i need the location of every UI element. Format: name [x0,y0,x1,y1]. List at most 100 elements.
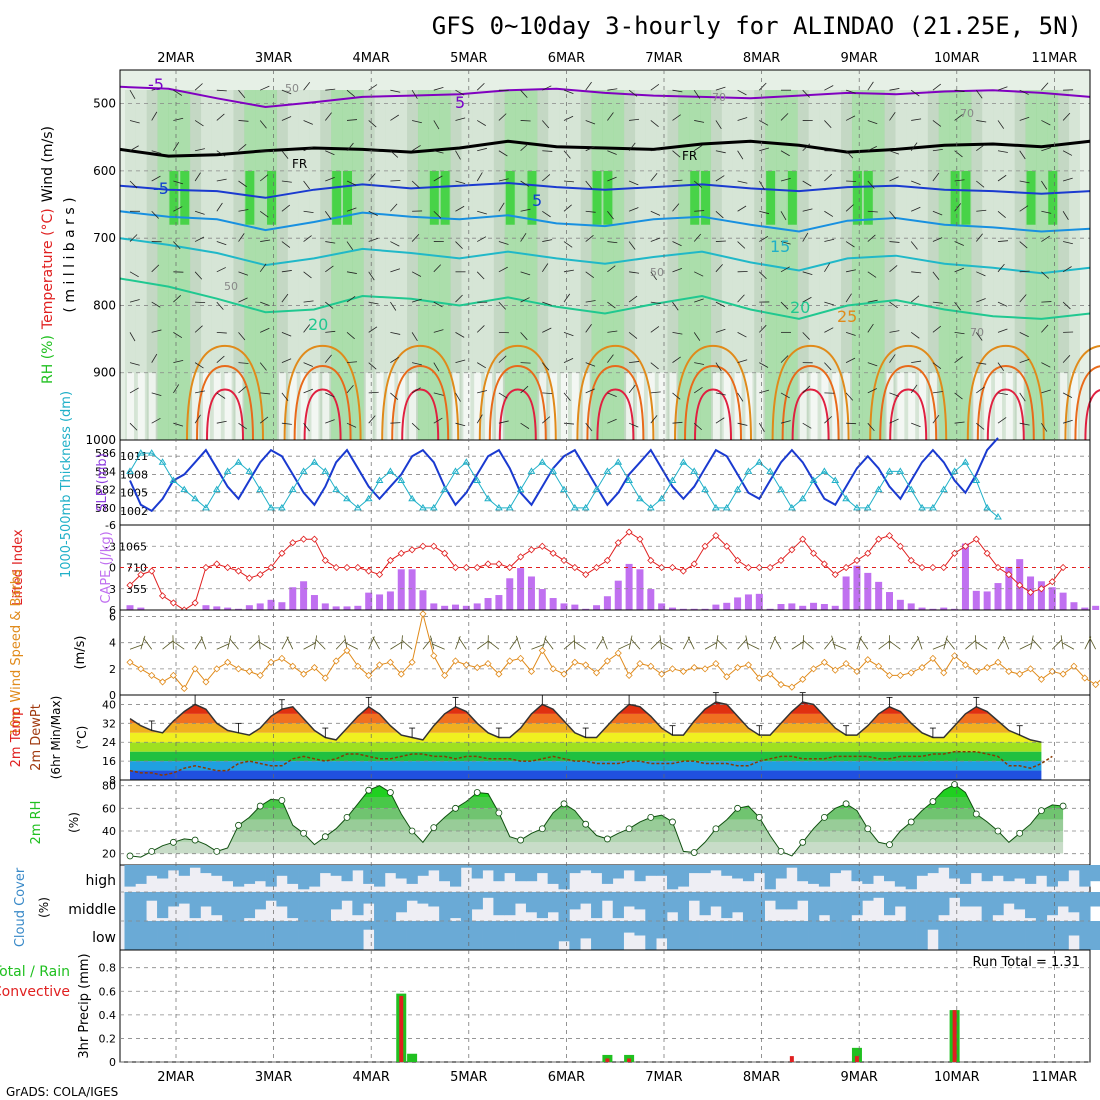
rh-column [884,90,896,440]
wind-barb [997,328,1008,333]
cloud-bar [200,892,212,907]
wind-barb [1041,271,1050,279]
wind-barb [759,147,770,152]
thickness-marker [180,485,189,493]
cape-bar [647,589,655,610]
cloud-bar [591,892,603,919]
li-marker [820,560,828,568]
wind-barb [281,180,292,183]
cape-bar [842,576,850,610]
cloud-bar [493,892,505,916]
wind-barb [954,150,963,158]
wind-barb [910,89,920,97]
warm-contour [596,388,635,441]
wind-barb [542,210,551,218]
contour-label: 15 [770,237,790,256]
wind-barb [520,422,530,429]
wind-barb [845,392,854,401]
rh-column [797,90,809,440]
wind-barb [260,392,271,395]
wind-barb [628,332,638,339]
wind-y-unit: (m/s) [73,636,88,670]
wind-barb [542,239,553,242]
wind-barb [802,296,812,303]
wind-barb [1041,120,1051,126]
wind-barb [628,295,638,303]
li-marker [875,535,883,543]
rh-column [526,90,538,440]
wind-barb [932,120,942,127]
wind-barb [476,271,485,280]
surface-wind-barb [431,643,445,650]
li-marker [571,563,579,572]
rh-marker [647,814,655,821]
wind-barb [563,89,574,94]
wind-barb [932,210,943,216]
contour-label: 5 [455,93,465,112]
rh-column [179,90,191,440]
wind-barb [867,81,874,91]
wind-barb [412,120,422,124]
cloud-bar [667,921,679,950]
thickness-marker [668,476,677,483]
date-label-bottom: 2MAR [157,1070,194,1085]
cloud-bar [515,865,527,882]
date-label-bottom: 11MAR [1032,1070,1078,1085]
precip-y-tick: 0 [109,1056,116,1069]
rh-dry-column [636,372,644,440]
precip-y-tick: 0.8 [99,962,117,975]
wind-barb [346,422,357,428]
rh-column [732,90,744,440]
thickness-marker [484,494,492,502]
wind-barb [563,392,571,401]
cloud-bar [233,921,245,950]
wind-barb [216,178,227,182]
wind-barb [238,120,249,122]
thickness-marker [581,503,590,511]
wind-barb [802,422,812,429]
rh-marker [864,825,872,833]
cloud-bar [645,892,657,921]
wind-barb [476,82,485,91]
rh-column [309,90,321,440]
wind-speed-marker [158,678,167,686]
wind-barb [585,271,595,279]
rh-column [710,90,722,440]
wind-barb [498,150,508,157]
rh-column [602,90,614,440]
surface-wind-barb [335,638,346,650]
wind-barb [889,211,897,220]
wind-barb [1062,266,1072,273]
rh-marker [538,825,546,833]
wind-speed-marker [582,661,590,669]
cloud-bar [200,865,212,874]
cape-bar [875,581,883,610]
wind-barb [194,271,203,280]
cloud-bar [157,921,169,950]
cloud-bar [374,892,386,921]
wind-barb [281,241,291,248]
cloud-bar [536,921,548,950]
wind-speed-marker [592,669,601,677]
wind-speed-marker [278,654,286,662]
wind-barb [325,301,334,309]
wind-barb [1019,392,1026,402]
cloud-bar [938,892,950,916]
contour-label: 20 [790,298,810,317]
wind-barb [542,416,551,424]
li-marker [994,563,1002,572]
wind-speed-marker [755,674,763,682]
wind-barb [1062,112,1071,121]
rh-column [613,90,625,440]
wind-barb [911,422,921,428]
cloud-bar [417,921,429,950]
rh-marker [495,809,503,817]
cloud-bar [1046,892,1058,916]
rh-marker [256,802,264,810]
cloud-bar [959,921,972,950]
thickness-marker [798,494,807,502]
cloud-bar [623,892,635,907]
wind-barb [932,148,943,152]
wind-barb [672,203,680,212]
surface-wind-barb [400,635,403,650]
